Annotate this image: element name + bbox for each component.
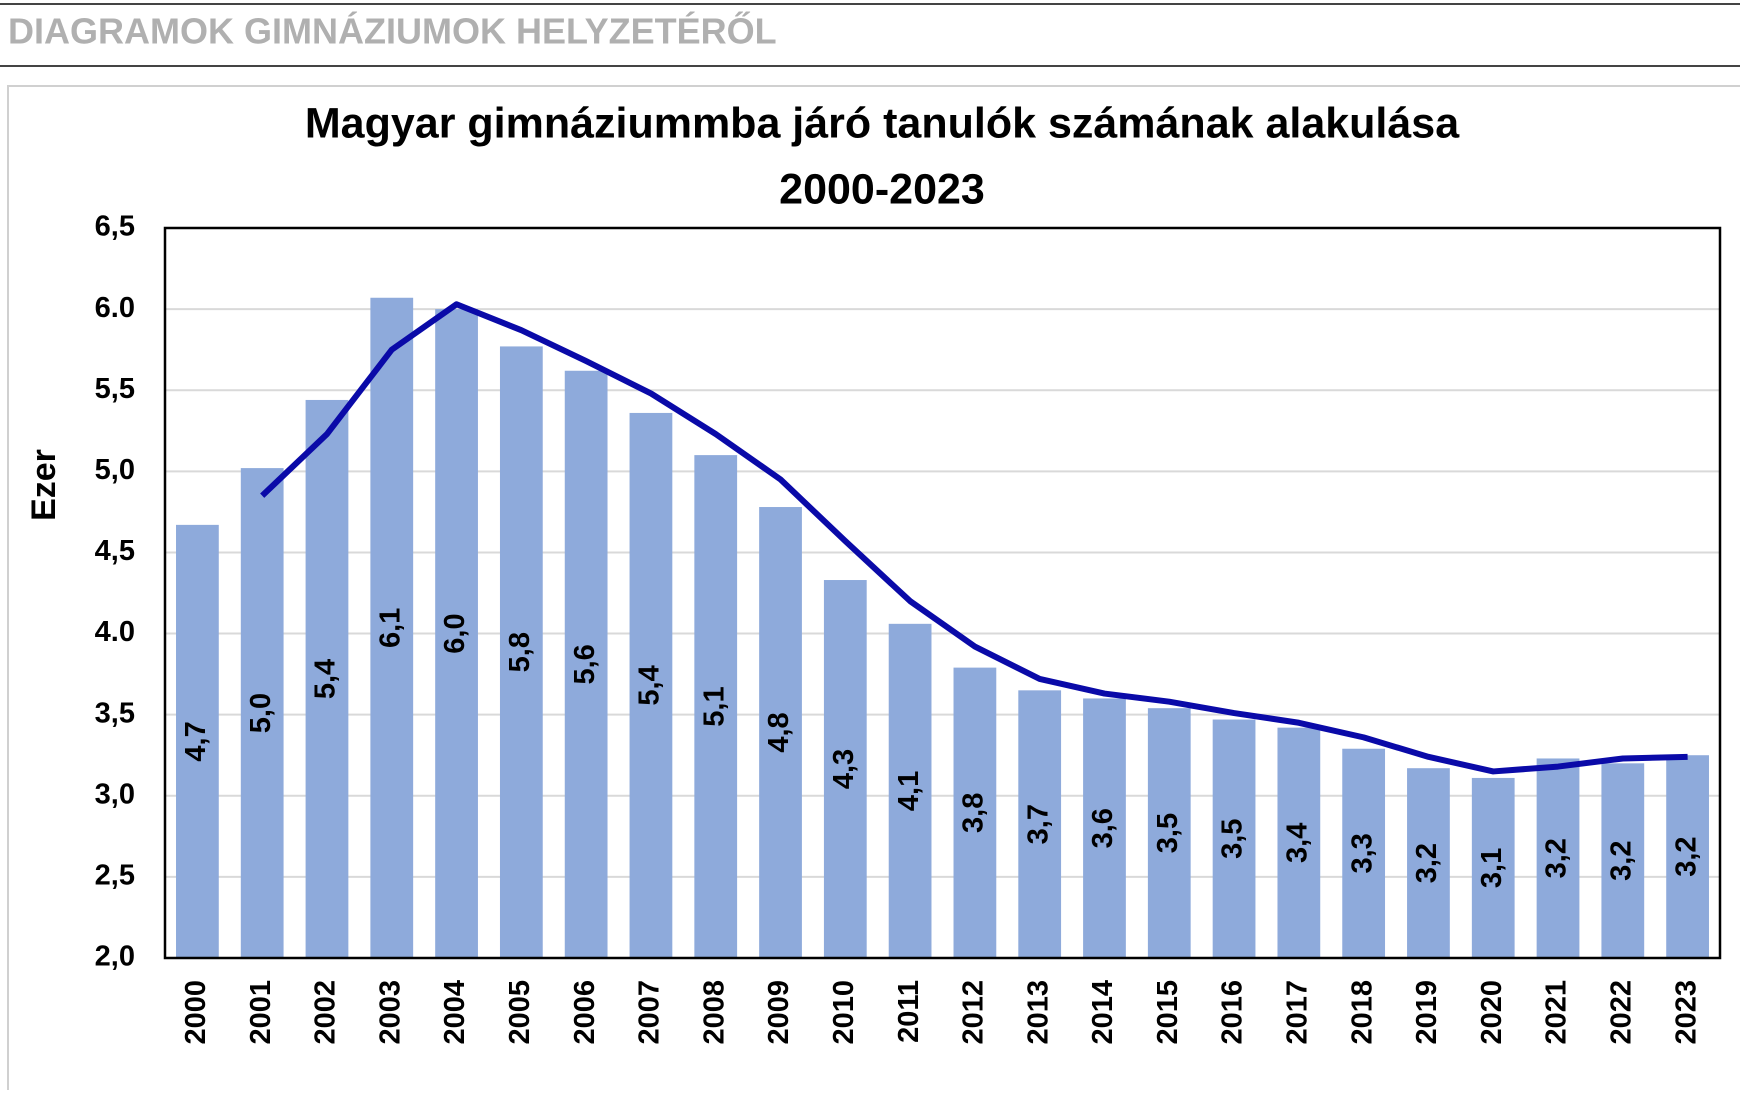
bar: [953, 667, 997, 958]
y-tick-label: 2,0: [95, 941, 135, 973]
data-label: 3,2: [1605, 841, 1637, 881]
bar: [499, 346, 543, 958]
data-label: 3,2: [1541, 838, 1573, 878]
x-tick-label: 2002: [310, 980, 342, 1045]
bar: [1277, 727, 1321, 958]
x-tick-label: 2004: [439, 980, 471, 1045]
bar: [564, 370, 608, 958]
data-label: 3,3: [1346, 833, 1378, 873]
x-tick-label: 2014: [1087, 980, 1119, 1045]
x-tick-label: 2016: [1217, 980, 1249, 1045]
chart-title: Magyar gimnáziummba járó tanulók számána…: [305, 99, 1460, 147]
x-tick-label: 2021: [1541, 980, 1573, 1045]
x-tick-label: 2022: [1605, 980, 1637, 1045]
bar: [1212, 719, 1256, 958]
y-tick-label: 6.0: [95, 292, 135, 324]
x-tick-label: 2015: [1152, 980, 1184, 1045]
bar: [1407, 768, 1450, 958]
bar: [629, 412, 673, 958]
x-tick-label: 2009: [763, 980, 795, 1045]
data-label: 4,8: [763, 712, 795, 752]
x-tick-label: 2023: [1670, 980, 1702, 1045]
chart-frame: [7, 85, 1740, 1095]
bar: [1471, 777, 1515, 958]
y-tick-label: 5,0: [95, 454, 135, 486]
bar: [823, 580, 867, 958]
x-tick-label: 2017: [1282, 980, 1314, 1045]
data-label: 5,0: [245, 693, 277, 733]
y-tick-label: 2,5: [95, 860, 135, 892]
bar: [694, 455, 738, 958]
x-tick-label: 2008: [698, 980, 730, 1045]
data-label: 3,6: [1087, 808, 1119, 848]
data-label: 3,1: [1476, 848, 1508, 888]
data-label: 4,3: [828, 749, 860, 789]
y-tick-label: 6,5: [95, 211, 135, 243]
trend-line: [260, 301, 1688, 775]
x-tick-label: 2000: [180, 980, 212, 1045]
x-tick-label: 2007: [634, 980, 666, 1045]
data-label: 5,8: [504, 632, 536, 672]
data-label: 5,4: [634, 665, 666, 705]
x-tick-label: 2001: [245, 980, 277, 1045]
data-label: 3,5: [1152, 813, 1184, 853]
x-tick-label: 2003: [374, 980, 406, 1045]
bar: [1601, 763, 1645, 958]
x-tick-label: 2011: [893, 980, 925, 1043]
bar: [1342, 748, 1386, 958]
data-label: 6,0: [439, 613, 471, 653]
x-tick-label: 2013: [1022, 980, 1054, 1045]
bar: [759, 507, 802, 958]
data-label: 6,1: [374, 608, 406, 648]
y-axis-label: Ezer: [25, 449, 63, 521]
data-label: 4,7: [180, 721, 212, 761]
bar: [435, 309, 478, 959]
chart-subtitle: 2000-2023: [779, 165, 985, 213]
data-label: 3,4: [1282, 823, 1314, 863]
data-label: 3,5: [1217, 819, 1249, 859]
data-label: 5,4: [310, 659, 342, 699]
x-tick-label: 2019: [1411, 980, 1443, 1045]
bar: [1147, 708, 1191, 958]
bar: [305, 399, 349, 958]
data-label: 3,2: [1411, 843, 1443, 883]
bar: [1536, 758, 1580, 958]
bar: [1083, 698, 1126, 958]
data-label: 5,6: [569, 644, 601, 684]
data-label: 5,1: [698, 686, 730, 726]
x-tick-label: 2010: [828, 980, 860, 1045]
x-tick-label: 2006: [569, 980, 601, 1045]
bar: [370, 297, 414, 958]
x-tick-label: 2005: [504, 980, 536, 1045]
plot-border: [163, 226, 1722, 960]
data-label: 3,7: [1022, 804, 1054, 844]
bar: [1666, 755, 1709, 958]
data-label: 3,8: [958, 793, 990, 833]
y-tick-label: 4.0: [95, 616, 135, 648]
bar: [888, 623, 932, 958]
x-tick-label: 2020: [1476, 980, 1508, 1045]
y-tick-label: 5,5: [95, 373, 135, 405]
y-tick-label: 4,5: [95, 535, 135, 567]
y-tick-label: 3,0: [95, 778, 135, 810]
data-label: 3,2: [1670, 836, 1702, 876]
bar: [1018, 690, 1062, 958]
data-label: 4,1: [893, 771, 925, 811]
header-title: DIAGRAMOK GIMNÁZIUMOK HELYZETÉRŐL: [8, 10, 777, 52]
bar: [240, 468, 284, 958]
y-tick-label: 3,5: [95, 697, 135, 729]
x-tick-label: 2018: [1346, 980, 1378, 1045]
x-tick-label: 2012: [958, 980, 990, 1045]
bar: [176, 524, 219, 958]
